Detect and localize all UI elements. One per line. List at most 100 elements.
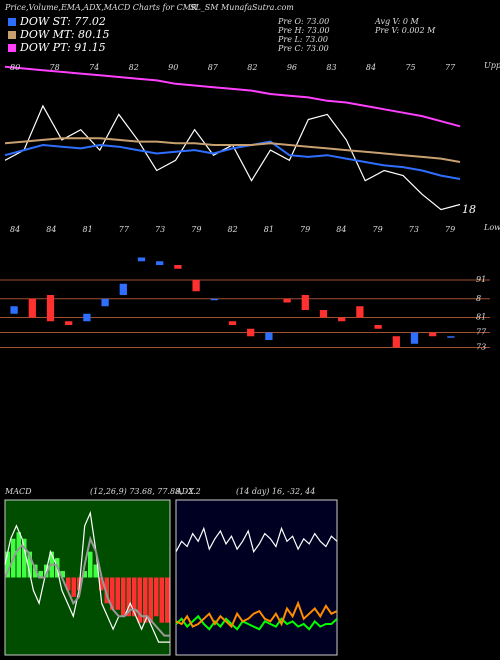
candle: [119, 283, 127, 295]
candle: [156, 261, 164, 265]
candle: [65, 321, 73, 325]
histogram-bar: [82, 571, 87, 578]
histogram-bar: [99, 577, 104, 591]
legend-label: DOW ST: 77.02: [19, 15, 106, 28]
top-label: 74: [89, 63, 99, 72]
candle: [10, 306, 18, 314]
candle: [356, 306, 364, 318]
histogram-bar: [132, 577, 137, 617]
top-label: 75: [405, 63, 415, 72]
candle: [137, 257, 146, 262]
histogram-bar: [5, 551, 10, 578]
bottom-label: 84: [10, 225, 20, 234]
histogram-bar: [88, 551, 93, 578]
histogram-bar: [115, 577, 120, 610]
candle: [319, 310, 328, 318]
candle: [101, 298, 109, 307]
candle: [83, 313, 91, 322]
histogram-bar: [71, 577, 76, 597]
histogram-bar: [38, 571, 43, 578]
stat: Pre O: 73.00: [277, 17, 329, 26]
candle: [174, 265, 182, 269]
bottom-label: 79: [300, 225, 310, 234]
line: [175, 526, 338, 554]
lower-label: Lower: [483, 223, 500, 232]
candle: [283, 298, 291, 303]
bottom-label: 73: [409, 225, 419, 234]
line: [4, 510, 170, 643]
candle: [392, 336, 400, 348]
stat: Pre C: 73.00: [277, 44, 329, 53]
legend-label: DOW PT: 91.15: [19, 41, 106, 54]
y-tick-label: 77: [476, 328, 487, 337]
candle: [429, 332, 437, 337]
histogram-bar: [159, 577, 164, 623]
top-label: 83: [326, 63, 336, 72]
histogram-bar: [93, 564, 98, 578]
stat: Pre V: 0.002 M: [374, 26, 436, 35]
panel-title: MACD: [4, 487, 32, 496]
top-label: 78: [50, 63, 60, 72]
candle: [265, 332, 273, 340]
histogram-bar: [154, 577, 159, 617]
histogram-bar: [143, 577, 148, 623]
bottom-label: 81: [264, 225, 274, 234]
end-label: 18: [462, 203, 476, 216]
candle: [301, 295, 309, 310]
panel-params: (14 day) 16, -32, 44: [236, 487, 315, 496]
panel-bg: [4, 499, 171, 656]
top-label: 84: [366, 63, 376, 72]
bottom-label: 77: [119, 225, 130, 234]
top-label: 82: [129, 63, 139, 72]
histogram-bar: [22, 538, 27, 578]
histogram-bar: [165, 577, 170, 623]
stat: Pre L: 73.00: [277, 35, 328, 44]
candle: [210, 298, 218, 301]
site: SL_SM MunafaSutra.com: [190, 3, 294, 12]
candle: [374, 325, 382, 329]
candle: [338, 317, 346, 322]
candle: [192, 280, 200, 292]
histogram-bar: [66, 577, 71, 591]
top-label: 96: [287, 63, 297, 72]
line: [175, 614, 338, 631]
top-label: 82: [247, 63, 257, 72]
bottom-label: 82: [228, 225, 238, 234]
y-tick-label: 73: [476, 343, 486, 352]
title: Price,Volume,EMA,ADX,MACD Charts for CMR: [4, 3, 197, 12]
y-tick-label: 81: [476, 313, 486, 322]
top-label: 77: [445, 63, 456, 72]
legend-swatch: [8, 31, 16, 39]
candle: [447, 336, 455, 338]
bottom-label: 79: [445, 225, 455, 234]
panel-params: (12,26,9) 73.68, 77.88, -2.2: [90, 487, 201, 496]
upper-label: Upper: [484, 61, 500, 70]
y-tick-label: 91: [476, 275, 486, 284]
line: [4, 140, 461, 180]
histogram-bar: [126, 577, 131, 617]
legend-swatch: [8, 18, 16, 26]
histogram-bar: [110, 577, 115, 610]
histogram-bar: [148, 577, 153, 623]
legend-label: DOW MT: 80.15: [19, 28, 110, 41]
histogram-bar: [137, 577, 142, 623]
candle: [228, 321, 237, 325]
line: [4, 535, 170, 637]
line: [175, 600, 338, 629]
bottom-label: 79: [191, 225, 201, 234]
panel-title: ADX: [175, 487, 194, 496]
top-label: 87: [208, 63, 219, 72]
candle: [28, 298, 36, 318]
top-label: 90: [168, 63, 178, 72]
line: [4, 65, 461, 128]
bottom-label: 73: [155, 225, 165, 234]
histogram-bar: [27, 551, 32, 578]
histogram-bar: [60, 571, 65, 578]
bottom-label: 84: [46, 225, 56, 234]
legend-swatch: [8, 44, 16, 52]
candle: [247, 328, 255, 337]
bottom-label: 84: [336, 225, 346, 234]
histogram-bar: [121, 577, 126, 617]
top-label: 80: [10, 63, 20, 72]
